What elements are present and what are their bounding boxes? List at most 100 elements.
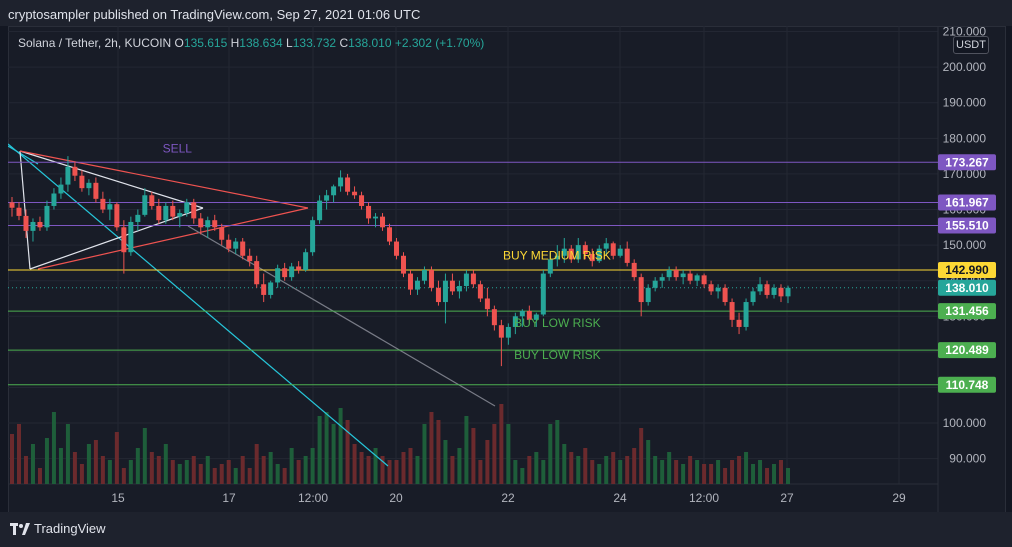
volume-bar bbox=[520, 468, 525, 484]
candle-body bbox=[261, 284, 267, 295]
candle-body bbox=[9, 202, 15, 208]
candle-body bbox=[79, 175, 85, 189]
candle-body bbox=[659, 277, 665, 281]
volume-bar bbox=[177, 464, 182, 484]
candle-body bbox=[575, 245, 581, 260]
price-tag bbox=[938, 217, 996, 234]
volume-bar bbox=[436, 420, 441, 484]
price-tag bbox=[938, 376, 996, 393]
volume-bar bbox=[149, 452, 154, 484]
x-axis-tick-label: 27 bbox=[780, 491, 794, 505]
candle-body bbox=[247, 255, 253, 262]
volume-bar bbox=[72, 452, 77, 484]
volume-bar bbox=[422, 424, 427, 484]
candle-body bbox=[65, 166, 71, 185]
x-axis-tick-label: 17 bbox=[222, 491, 236, 505]
volume-bar bbox=[212, 468, 217, 484]
candle-body bbox=[603, 243, 609, 249]
y-axis-tick-label: 200.000 bbox=[943, 60, 987, 74]
candle-body bbox=[638, 277, 644, 303]
low-value: 133.732 bbox=[292, 36, 337, 50]
candle-body bbox=[324, 195, 330, 201]
volume-bar bbox=[219, 464, 224, 484]
candle-body bbox=[785, 287, 791, 297]
candle-body bbox=[310, 220, 316, 253]
volume-bar bbox=[429, 412, 434, 484]
volume-bar bbox=[135, 448, 140, 484]
candle-body bbox=[617, 248, 623, 256]
price-tag-label: 110.748 bbox=[946, 378, 989, 392]
chart-annotation: BUY LOW RISK bbox=[514, 348, 600, 362]
candle-body bbox=[589, 254, 595, 262]
tradingview-logo[interactable]: TradingView bbox=[10, 521, 106, 536]
volume-bar bbox=[786, 468, 790, 484]
volume-bar bbox=[247, 468, 252, 484]
candle-body bbox=[631, 262, 637, 278]
candle-body bbox=[715, 287, 721, 292]
candle-body bbox=[477, 284, 483, 299]
y-axis-tick-label: 190.000 bbox=[943, 96, 987, 110]
volume-bar bbox=[716, 460, 721, 484]
candle-body bbox=[100, 198, 106, 210]
volume-bar bbox=[268, 452, 273, 484]
candle-body bbox=[44, 205, 50, 228]
price-tag-label: 173.267 bbox=[945, 155, 989, 169]
volume-bar bbox=[555, 420, 560, 484]
volume-bar bbox=[114, 432, 119, 484]
candlestick-chart[interactable]: SELL BUY MEDIUM RISK BUY LOW RISK BUY LOW R… bbox=[8, 26, 1004, 512]
x-axis-tick-label: 15 bbox=[111, 491, 125, 505]
currency-badge[interactable]: USDT bbox=[953, 36, 989, 54]
y-axis-tick-label: 90.000 bbox=[949, 452, 986, 466]
candle-body bbox=[338, 177, 344, 187]
volume-bar bbox=[373, 448, 378, 484]
volume-bar bbox=[639, 428, 644, 484]
candle-body bbox=[282, 268, 288, 278]
candle-body bbox=[156, 205, 162, 221]
candle-body bbox=[498, 325, 504, 338]
volume-bar bbox=[233, 468, 238, 484]
x-axis-tick-label: 12:00 bbox=[298, 491, 328, 505]
volume-bar bbox=[772, 464, 777, 484]
candle-body bbox=[750, 291, 756, 303]
volume-bar bbox=[142, 428, 147, 484]
volume-bar bbox=[352, 444, 357, 484]
candle-body bbox=[72, 166, 78, 176]
candle-body bbox=[778, 287, 784, 297]
candle-body bbox=[226, 239, 232, 249]
candle-body bbox=[554, 255, 560, 260]
price-tag-label: 138.010 bbox=[945, 281, 989, 295]
volume-bar bbox=[408, 448, 413, 484]
candle-body bbox=[463, 273, 469, 287]
candle-body bbox=[568, 248, 574, 260]
candle-body bbox=[736, 319, 742, 327]
candle-body bbox=[128, 221, 134, 253]
candle-body bbox=[23, 215, 29, 231]
volume-bar bbox=[548, 424, 553, 484]
price-tag-label: 142.990 bbox=[945, 263, 989, 277]
candle-body bbox=[366, 205, 372, 219]
candle-body bbox=[694, 275, 700, 281]
footer-bar bbox=[0, 512, 1012, 547]
volume-bar bbox=[30, 444, 35, 484]
volume-bar bbox=[128, 460, 133, 484]
volume-bar bbox=[562, 444, 567, 484]
volume-bar bbox=[485, 440, 490, 484]
volume-bar bbox=[464, 416, 469, 484]
candle-body bbox=[505, 326, 511, 338]
volume-bar bbox=[667, 452, 672, 484]
candle-body bbox=[771, 287, 777, 295]
volume-bar bbox=[65, 424, 70, 484]
candle-body bbox=[198, 218, 204, 228]
y-axis-tick-label: 210.000 bbox=[943, 26, 987, 39]
x-axis-tick-label: 22 bbox=[501, 491, 515, 505]
candle-body bbox=[275, 268, 281, 283]
candle-body bbox=[149, 195, 155, 206]
candle-body bbox=[722, 287, 728, 303]
candle-body bbox=[484, 298, 490, 310]
volume-bar bbox=[366, 456, 371, 484]
symbol-legend: Solana / Tether, 2h, KUCOIN O135.615 H13… bbox=[18, 36, 484, 50]
publish-header: cryptosampler published on TradingView.c… bbox=[0, 0, 1012, 26]
candle-body bbox=[219, 227, 225, 240]
volume-bar bbox=[226, 460, 231, 484]
candle-body bbox=[491, 309, 497, 326]
